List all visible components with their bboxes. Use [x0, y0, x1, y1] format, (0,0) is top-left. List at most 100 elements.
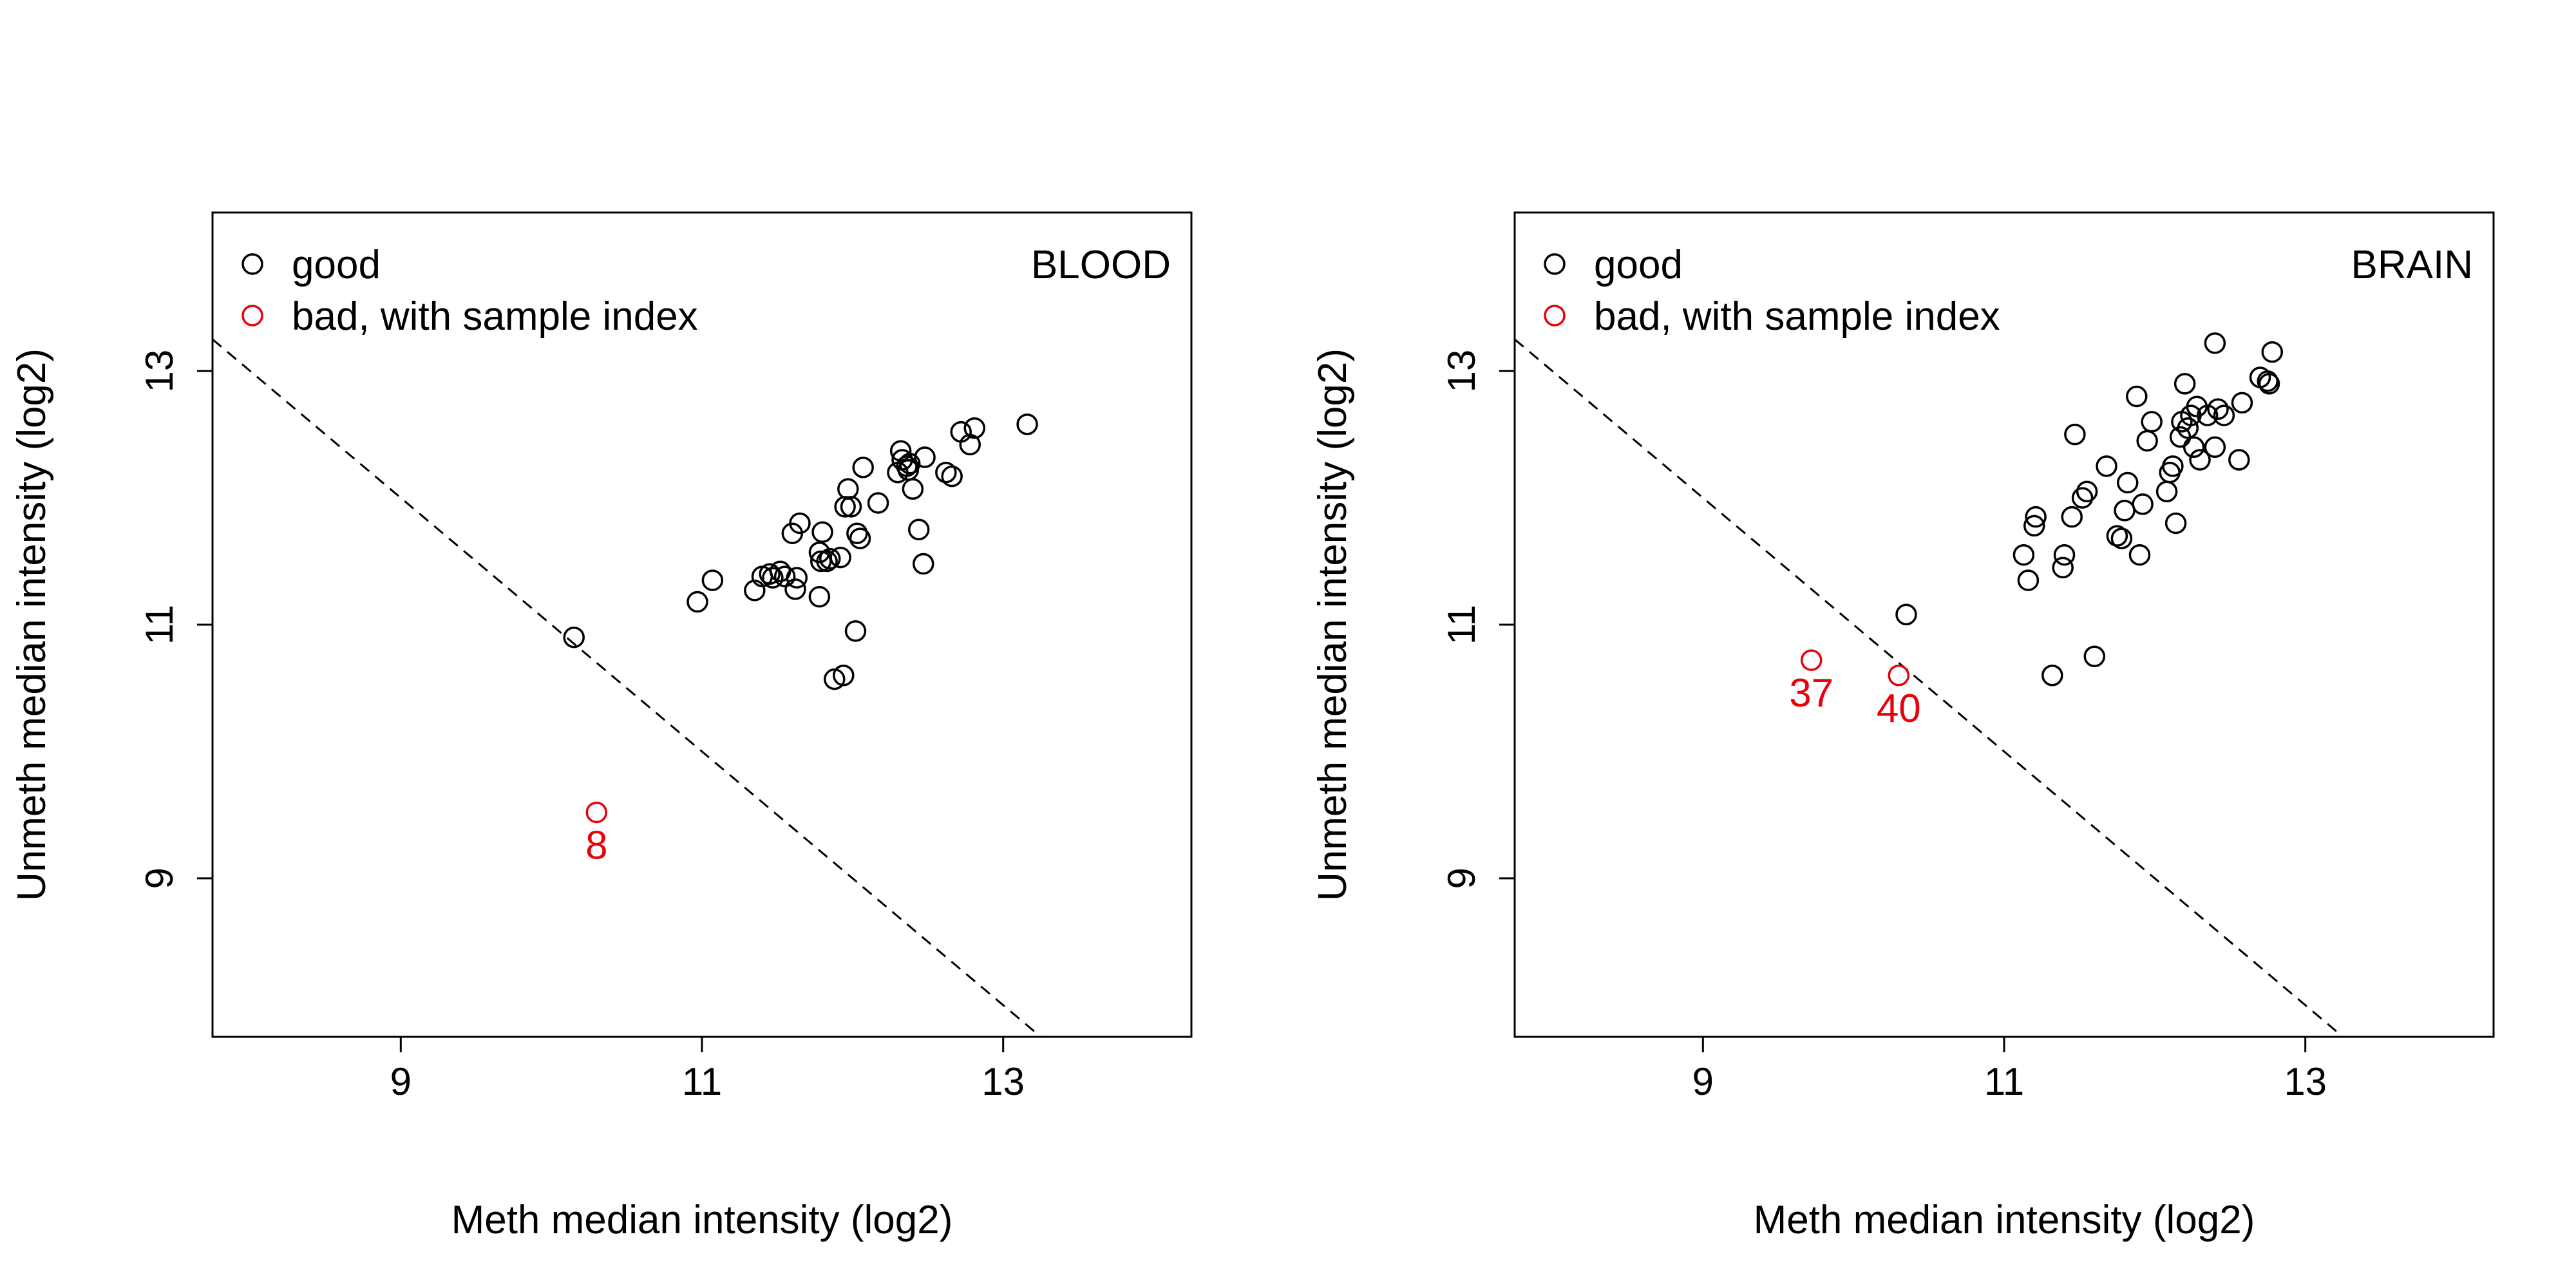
good-sample-point — [846, 522, 868, 544]
good-sample-point — [2174, 373, 2196, 395]
good-sample-point — [2052, 556, 2074, 579]
good-sample-point — [935, 461, 957, 484]
good-sample-point — [2258, 373, 2280, 395]
x-tick-label: 11 — [1984, 1060, 2024, 1103]
good-sample-point — [914, 446, 936, 468]
brain-panel: 37 40 9 11 13 9 11 13 BRAIN good bad, with sam… — [1311, 211, 2495, 1242]
good-sample-point — [867, 492, 889, 514]
good-sample-point — [2106, 525, 2128, 547]
panel-label: BRAIN — [2351, 243, 2473, 287]
cutoff-line-layer — [1514, 338, 2344, 1038]
y-tick-label: 9 — [1440, 867, 1483, 889]
y-tick-label: 11 — [1440, 605, 1483, 645]
blood-panel: 8 9 11 13 9 11 13 BLOOD good bad, with sample… — [10, 211, 1193, 1242]
good-sample-point — [2213, 404, 2235, 426]
legend-good-marker — [1544, 253, 1566, 275]
bad-sample-point — [1800, 649, 1823, 671]
good-sample-point — [2257, 370, 2278, 392]
good-sample-point — [1016, 413, 1038, 435]
good-sample-point — [2110, 527, 2133, 549]
cutoff-line — [212, 338, 1042, 1038]
good-sample-point — [2083, 645, 2106, 667]
bad-sample-index-label: 8 — [585, 823, 607, 867]
cutoff-line-layer — [212, 338, 1042, 1038]
good-sample-point — [833, 665, 855, 687]
good-sample-point — [2012, 544, 2035, 566]
bad-sample-index-label: 40 — [1877, 687, 1921, 731]
good-sample-point — [2261, 341, 2283, 363]
good-sample-point — [2207, 398, 2229, 420]
x-tick-label: 13 — [981, 1060, 1025, 1103]
good-sample-point — [1895, 603, 1917, 625]
good-sample-point — [2025, 506, 2047, 528]
y-axis-title: Unmeth median intensity (log2) — [10, 348, 54, 901]
good-sample-point — [849, 527, 871, 549]
y-tick-label: 13 — [138, 350, 181, 393]
points-layer: 8 — [563, 413, 1038, 867]
good-sample-point — [898, 453, 921, 475]
good-sample-point — [2071, 487, 2094, 509]
good-sample-point — [2096, 455, 2117, 477]
bad-sample-point — [585, 801, 608, 824]
legend: good bad, with sample index — [242, 243, 698, 339]
good-sample-point — [2061, 506, 2083, 528]
good-sample-point — [2132, 493, 2154, 515]
panel-label: BLOOD — [1031, 243, 1171, 287]
good-sample-point — [784, 578, 806, 600]
good-sample-point — [2128, 544, 2151, 566]
good-sample-point — [2204, 332, 2226, 354]
y-tick-label: 11 — [138, 605, 181, 645]
good-sample-point — [2164, 512, 2187, 535]
legend-bad-marker — [1544, 305, 1566, 327]
good-sample-point — [819, 547, 841, 570]
good-sample-point — [2204, 436, 2226, 459]
good-sample-point — [2041, 665, 2063, 687]
good-sample-point — [816, 550, 838, 573]
good-sample-point — [687, 591, 708, 613]
good-sample-point — [2017, 569, 2040, 591]
good-sample-point — [959, 433, 981, 456]
good-sample-point — [811, 521, 833, 543]
good-sample-point — [2064, 423, 2086, 446]
bad-sample-index-label: 37 — [1789, 671, 1833, 715]
good-sample-point — [2196, 404, 2219, 426]
legend-bad-label: bad, with sample index — [292, 294, 698, 339]
x-tick-label: 9 — [390, 1060, 412, 1103]
good-sample-point — [840, 496, 862, 518]
cutoff-line — [1514, 338, 2344, 1038]
x-axis-title: Meth median intensity (log2) — [1754, 1198, 2255, 1242]
good-sample-point — [2177, 417, 2199, 439]
y-tick-label: 13 — [1440, 350, 1483, 393]
legend: good bad, with sample index — [1544, 243, 2000, 339]
good-sample-point — [2231, 392, 2253, 414]
legend-good-marker — [242, 253, 263, 275]
good-sample-point — [762, 567, 784, 589]
good-sample-point — [852, 457, 874, 478]
good-sample-point — [2076, 480, 2098, 502]
good-sample-point — [2189, 449, 2211, 471]
legend-bad-label: bad, with sample index — [1594, 294, 2000, 339]
good-sample-point — [902, 478, 924, 500]
good-sample-point — [2228, 449, 2250, 471]
x-axis-title: Meth median intensity (log2) — [451, 1198, 953, 1242]
good-sample-point — [907, 518, 930, 541]
good-sample-point — [2126, 385, 2148, 408]
good-sample-point — [2023, 515, 2045, 537]
points-layer: 37 40 — [1789, 332, 2283, 731]
y-axis-title: Unmeth median intensity (log2) — [1311, 348, 1355, 901]
good-sample-point — [829, 546, 851, 569]
good-sample-point — [701, 569, 724, 591]
good-sample-point — [563, 626, 585, 649]
good-sample-point — [2183, 436, 2205, 459]
good-sample-point — [963, 417, 986, 439]
good-sample-point — [786, 567, 808, 589]
legend-good-label: good — [1594, 243, 1683, 287]
good-sample-point — [759, 563, 781, 585]
good-sample-point — [2141, 411, 2163, 433]
bad-sample-point — [1888, 665, 1910, 687]
good-sample-point — [941, 465, 963, 488]
y-tick-label: 9 — [138, 867, 181, 889]
ticks-layer: 9 11 13 9 11 13 — [138, 350, 1025, 1103]
x-tick-label: 9 — [1692, 1060, 1714, 1103]
